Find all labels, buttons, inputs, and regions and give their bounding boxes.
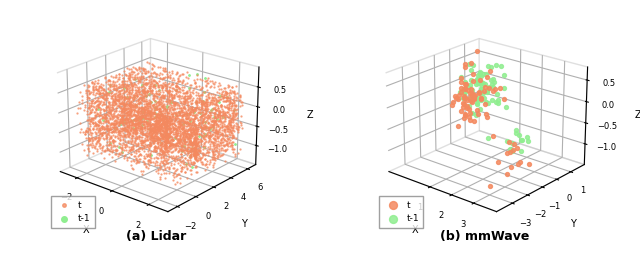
Title: (a) Lidar: (a) Lidar bbox=[125, 230, 186, 243]
Y-axis label: Y: Y bbox=[570, 219, 575, 229]
Title: (b) mmWave: (b) mmWave bbox=[440, 230, 529, 243]
Legend: t, t-1: t, t-1 bbox=[51, 196, 95, 228]
Y-axis label: Y: Y bbox=[241, 219, 247, 229]
Legend: t, t-1: t, t-1 bbox=[380, 196, 424, 228]
X-axis label: X: X bbox=[412, 225, 418, 235]
X-axis label: X: X bbox=[83, 225, 90, 235]
